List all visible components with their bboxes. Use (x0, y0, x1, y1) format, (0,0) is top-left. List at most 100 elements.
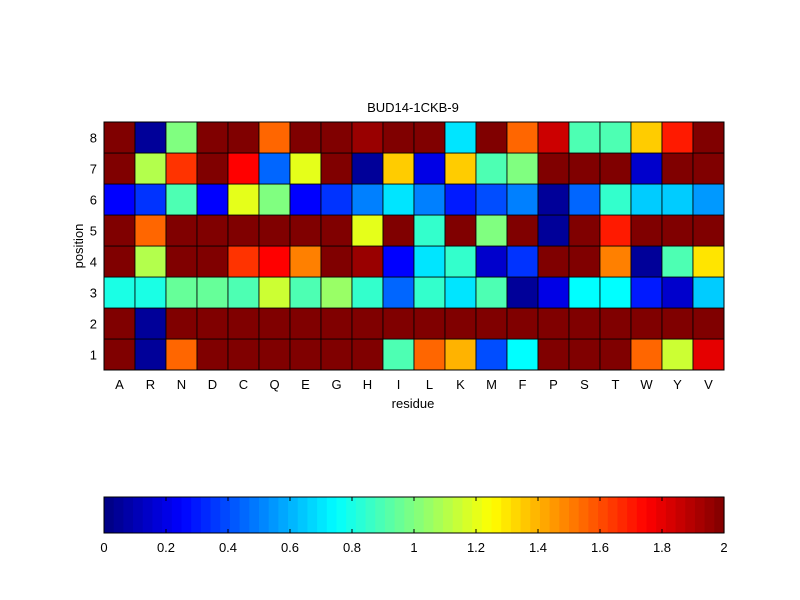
heatmap-cell (196, 245, 229, 278)
heatmap-cell (661, 276, 694, 309)
heatmap-cell (320, 276, 353, 309)
y-tick-label: 3 (90, 286, 97, 301)
heatmap-cell (444, 183, 477, 216)
heatmap-cell (506, 276, 539, 309)
heatmap-cell (165, 338, 198, 371)
colorbar-tick-label: 0.2 (157, 540, 175, 555)
colorbar-band (452, 497, 464, 533)
heatmap-cell (196, 307, 229, 340)
heatmap-cell (599, 152, 632, 185)
colorbar-band (200, 497, 212, 533)
heatmap-cell (351, 214, 384, 247)
heatmap-cell (103, 183, 136, 216)
heatmap-cell (103, 276, 136, 309)
colorbar-gradient (104, 497, 725, 533)
heatmap-cell (289, 307, 322, 340)
heatmap-cell (568, 121, 601, 154)
heatmap-cell (134, 152, 167, 185)
colorbar-band (375, 497, 386, 533)
heatmap-cell (506, 338, 539, 371)
colorbar-band (404, 497, 415, 533)
colorbar-band (433, 497, 444, 533)
heatmap-cell (692, 214, 725, 247)
heatmap-cell (134, 214, 167, 247)
heatmap-cell (537, 214, 570, 247)
heatmap-cell (692, 121, 725, 154)
heatmap-cell (475, 152, 508, 185)
heatmap-cell (258, 245, 291, 278)
heatmap-cell (413, 152, 446, 185)
colorbar-band (510, 497, 522, 533)
heatmap-cell (382, 307, 415, 340)
y-axis-label: position (71, 224, 86, 269)
heatmap-cell (289, 245, 322, 278)
heatmap-cell (165, 214, 198, 247)
heatmap-cell (196, 338, 229, 371)
heatmap-cell (289, 214, 322, 247)
heatmap-cell (351, 307, 384, 340)
heatmap-cell (568, 183, 601, 216)
heatmap-cell (351, 121, 384, 154)
heatmap-cell (413, 183, 446, 216)
colorbar-band (355, 497, 367, 533)
heatmap-cell (382, 245, 415, 278)
y-tick-label: 2 (90, 317, 97, 332)
x-tick-label: R (146, 377, 155, 392)
heatmap-cell (506, 214, 539, 247)
heatmap-cell (568, 214, 601, 247)
colorbar-band (569, 497, 580, 533)
colorbar-band (133, 497, 144, 533)
heatmap-cell (568, 245, 601, 278)
heatmap-cell (351, 183, 384, 216)
colorbar-band (288, 497, 299, 533)
chart-title: BUD14-1CKB-9 (367, 100, 459, 115)
heatmap-cell (258, 338, 291, 371)
heatmap-cell (599, 276, 632, 309)
colorbar-tick-label: 1.4 (529, 540, 547, 555)
heatmap-cell (475, 338, 508, 371)
x-tick-label: C (239, 377, 248, 392)
x-tick-label: L (426, 377, 433, 392)
heatmap-cell (227, 121, 260, 154)
colorbar-band (588, 497, 599, 533)
heatmap-cell (258, 183, 291, 216)
x-tick-label: W (640, 377, 653, 392)
heatmap-cell (134, 183, 167, 216)
heatmap-cell (475, 183, 508, 216)
y-tick-label: 1 (90, 348, 97, 363)
heatmap-cell (444, 307, 477, 340)
heatmap-cell (382, 121, 415, 154)
colorbar-band (414, 497, 425, 533)
colorbar-band (539, 497, 551, 533)
colorbar-tick-label: 0.4 (219, 540, 237, 555)
heatmap-cell (103, 121, 136, 154)
heatmap-cell (537, 152, 570, 185)
colorbar-band (694, 497, 706, 533)
colorbar-band (249, 497, 260, 533)
heatmap-cell (320, 245, 353, 278)
colorbar-tick-label: 0.6 (281, 540, 299, 555)
x-axis-label: residue (392, 396, 435, 411)
heatmap-cell (661, 121, 694, 154)
heatmap-cell (444, 214, 477, 247)
heatmap-cell (196, 152, 229, 185)
colorbar-band (384, 497, 396, 533)
colorbar-band (714, 497, 725, 533)
heatmap-cell (103, 307, 136, 340)
heatmap-cell (506, 307, 539, 340)
y-tick-labels: 1 2 3 4 5 6 7 8 (90, 131, 97, 363)
colorbar-band (443, 497, 454, 533)
colorbar-band (346, 497, 357, 533)
colorbar-band (501, 497, 512, 533)
heatmap-cell (289, 121, 322, 154)
heatmap-cell (661, 245, 694, 278)
x-tick-label: A (115, 377, 124, 392)
heatmap-cell (568, 307, 601, 340)
heatmap-cell (103, 214, 136, 247)
y-tick-label: 6 (90, 193, 97, 208)
heatmap-cell (103, 338, 136, 371)
heatmap-cell (382, 338, 415, 371)
colorbar-tick-label: 1.6 (591, 540, 609, 555)
heatmap-cell (289, 276, 322, 309)
